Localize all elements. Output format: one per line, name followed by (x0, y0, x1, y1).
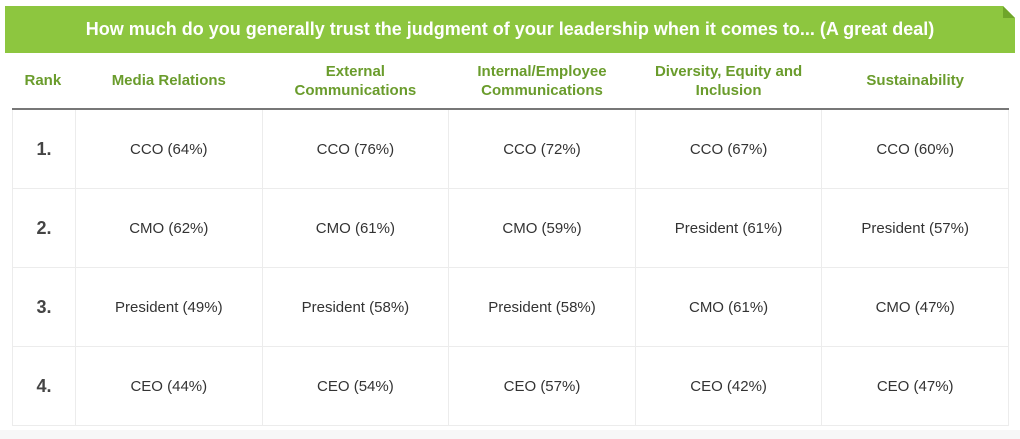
table-row: 2. CMO (62%) CMO (61%) CMO (59%) President (… (12, 188, 1009, 268)
table-row: 4. CEO (44%) CEO (54%) CEO (57%) CEO (42%) CE… (12, 346, 1009, 426)
table-cell: CMO (61%) (261, 188, 450, 268)
title-banner: How much do you generally trust the judg… (5, 6, 1015, 53)
header-row: Rank Media Relations External Communicat… (12, 53, 1009, 110)
rank-cell: 4. (12, 346, 76, 426)
col-header-external-communications: External Communications (262, 53, 449, 110)
rank-cell: 1. (12, 108, 76, 189)
table-cell: CMO (47%) (821, 267, 1009, 347)
rank-cell: 3. (12, 267, 76, 347)
card: How much do you generally trust the judg… (5, 6, 1015, 426)
table-cell: CMO (59%) (448, 188, 636, 268)
col-header-media-relations: Media Relations (75, 53, 263, 110)
rank-cell: 2. (12, 188, 76, 268)
table-cell: CEO (57%) (448, 346, 636, 426)
table-cell: CCO (76%) (261, 108, 450, 189)
ranking-table: Rank Media Relations External Communicat… (12, 53, 1009, 426)
table-cell: CMO (61%) (634, 267, 823, 347)
table-row: 3. President (49%) President (58%) Presiden… (12, 267, 1009, 347)
table-cell: CCO (60%) (821, 108, 1009, 189)
table-cell: CMO (62%) (75, 188, 263, 268)
title: How much do you generally trust the judg… (85, 19, 935, 39)
col-header-internal-communications: Internal/Employee Communications (448, 53, 636, 110)
table-cell: CEO (44%) (75, 346, 263, 426)
table-cell: CEO (42%) (634, 346, 823, 426)
table-cell: President (49%) (75, 267, 263, 347)
table-cell: CEO (54%) (261, 346, 450, 426)
table-cell: CCO (64%) (75, 108, 263, 189)
table-row: 1. CCO (64%) CCO (76%) CCO (72%) CCO (67%) CC… (12, 108, 1009, 189)
table-cell: CCO (67%) (634, 108, 823, 189)
table-cell: President (57%) (821, 188, 1009, 268)
col-header-sustainability: Sustainability (821, 53, 1009, 110)
folded-corner (1003, 6, 1015, 18)
table-cell: CCO (72%) (448, 108, 636, 189)
table-cell: President (61%) (634, 188, 823, 268)
col-header-rank: Rank (12, 53, 76, 110)
table-cell: CEO (47%) (821, 346, 1009, 426)
table-cell: President (58%) (261, 267, 450, 347)
table-cell: President (58%) (448, 267, 636, 347)
col-header-dei: Diversity, Equity and Inclusion (635, 53, 822, 110)
